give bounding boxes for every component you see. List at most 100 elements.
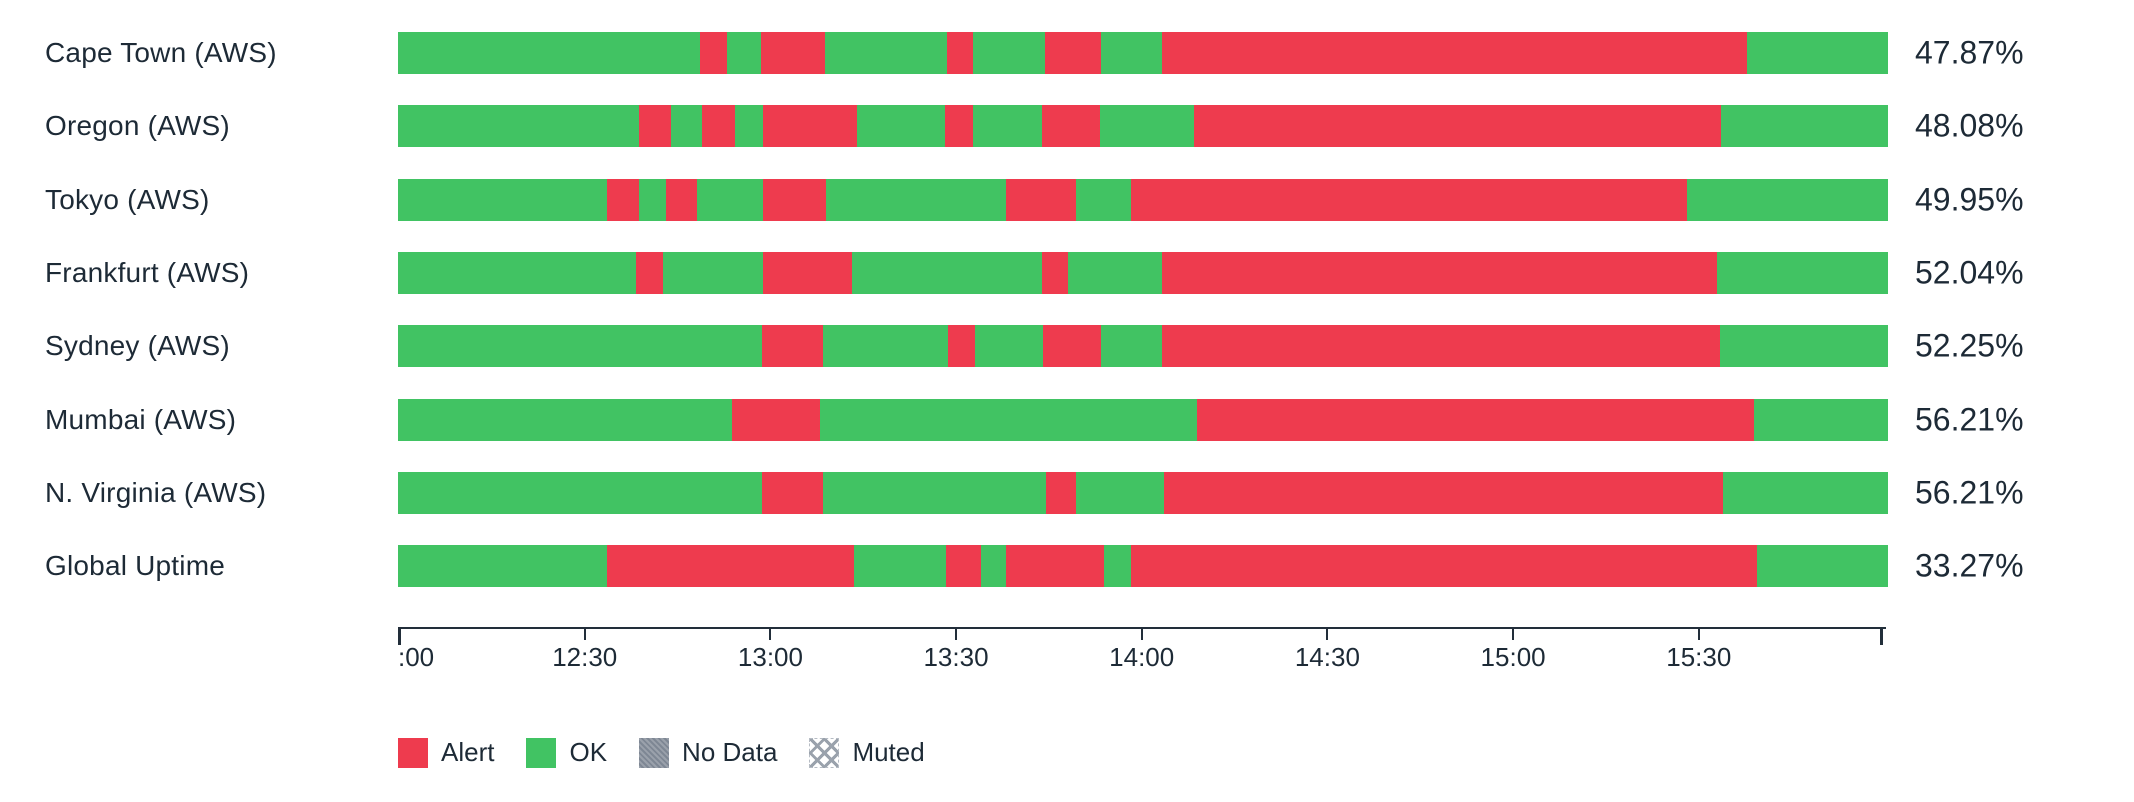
status-segment-ok[interactable] — [973, 105, 1042, 147]
axis-tick-label: 14:30 — [1294, 642, 1360, 672]
status-segment-ok[interactable] — [1104, 545, 1132, 587]
status-segment-ok[interactable] — [856, 105, 945, 147]
status-segment-ok[interactable] — [398, 472, 762, 514]
status-segment-ok[interactable] — [398, 399, 732, 441]
status-segment-alert[interactable] — [606, 545, 854, 587]
status-segment-ok[interactable] — [1686, 179, 1888, 221]
time-axis: :00 12:30 13:00 13:30 14:00 14:30 15:00 15:30 — [398, 627, 1886, 689]
status-segment-ok[interactable] — [398, 105, 640, 147]
status-segment-ok[interactable] — [819, 399, 1197, 441]
status-segment-alert[interactable] — [763, 179, 826, 221]
status-segment-ok[interactable] — [1101, 325, 1163, 367]
status-bar[interactable] — [398, 105, 1888, 147]
status-segment-alert[interactable] — [944, 105, 974, 147]
status-segment-ok[interactable] — [1722, 472, 1888, 514]
status-segment-alert[interactable] — [763, 252, 853, 294]
status-segment-alert[interactable] — [946, 545, 981, 587]
status-segment-ok[interactable] — [727, 32, 762, 74]
legend-swatch-ok-icon — [526, 737, 557, 768]
status-segment-ok[interactable] — [398, 252, 637, 294]
status-segment-alert[interactable] — [731, 399, 820, 441]
status-segment-alert[interactable] — [606, 179, 640, 221]
row-label: N. Virginia (AWS) — [45, 477, 267, 508]
status-segment-ok[interactable] — [1075, 179, 1131, 221]
status-segment-alert[interactable] — [763, 105, 857, 147]
status-bar[interactable] — [398, 472, 1888, 514]
status-segment-ok[interactable] — [824, 32, 947, 74]
legend-item-muted[interactable]: Muted — [809, 737, 925, 768]
status-bar[interactable] — [398, 32, 1888, 74]
status-segment-ok[interactable] — [1716, 252, 1888, 294]
status-segment-ok[interactable] — [697, 179, 763, 221]
uptime-percentage: 56.21% — [1915, 401, 2024, 438]
legend-label: Muted — [852, 737, 925, 767]
legend-swatch-no_data-icon — [639, 737, 670, 768]
status-segment-ok[interactable] — [1068, 252, 1163, 294]
status-segment-alert[interactable] — [1162, 325, 1720, 367]
status-segment-alert[interactable] — [1041, 105, 1100, 147]
status-bar[interactable] — [398, 252, 1888, 294]
status-segment-ok[interactable] — [1719, 325, 1888, 367]
status-segment-alert[interactable] — [1046, 472, 1076, 514]
status-segment-ok[interactable] — [1101, 32, 1162, 74]
status-segment-alert[interactable] — [946, 32, 974, 74]
status-segment-alert[interactable] — [639, 105, 671, 147]
status-segment-ok[interactable] — [398, 545, 607, 587]
status-segment-alert[interactable] — [1005, 545, 1105, 587]
status-segment-alert[interactable] — [636, 252, 664, 294]
status-segment-ok[interactable] — [1721, 105, 1888, 147]
status-segment-alert[interactable] — [761, 32, 825, 74]
legend-item-no_data[interactable]: No Data — [639, 737, 777, 768]
status-segment-alert[interactable] — [1196, 399, 1754, 441]
status-segment-alert[interactable] — [1131, 545, 1757, 587]
status-segment-ok[interactable] — [852, 252, 1042, 294]
status-segment-alert[interactable] — [761, 472, 823, 514]
status-segment-alert[interactable] — [1044, 32, 1102, 74]
status-segment-ok[interactable] — [853, 545, 947, 587]
status-segment-ok[interactable] — [974, 325, 1044, 367]
status-bar[interactable] — [398, 179, 1888, 221]
status-segment-alert[interactable] — [761, 325, 823, 367]
status-segment-alert[interactable] — [1162, 252, 1717, 294]
status-segment-ok[interactable] — [670, 105, 702, 147]
status-bar[interactable] — [398, 545, 1888, 587]
status-segment-ok[interactable] — [1756, 545, 1888, 587]
status-segment-alert[interactable] — [1005, 179, 1076, 221]
status-segment-ok[interactable] — [822, 472, 1047, 514]
status-segment-ok[interactable] — [398, 325, 762, 367]
status-segment-ok[interactable] — [398, 32, 700, 74]
status-segment-ok[interactable] — [825, 179, 1006, 221]
status-segment-alert[interactable] — [1163, 472, 1723, 514]
status-segment-ok[interactable] — [822, 325, 948, 367]
status-segment-alert[interactable] — [699, 32, 728, 74]
status-row: Oregon (AWS) 48.08% — [0, 105, 2134, 147]
axis-tick — [1697, 629, 1700, 640]
status-bar[interactable] — [398, 325, 1888, 367]
status-segment-alert[interactable] — [1161, 32, 1748, 74]
axis-end-tick — [1879, 629, 1883, 645]
status-segment-alert[interactable] — [947, 325, 975, 367]
axis-tick-label: 15:30 — [1666, 642, 1732, 672]
status-segment-alert[interactable] — [701, 105, 735, 147]
status-segment-alert[interactable] — [666, 179, 698, 221]
status-segment-alert[interactable] — [1043, 325, 1102, 367]
status-segment-ok[interactable] — [973, 32, 1045, 74]
status-segment-ok[interactable] — [639, 179, 667, 221]
status-segment-ok[interactable] — [1753, 399, 1888, 441]
status-segment-ok[interactable] — [663, 252, 764, 294]
axis-tick — [955, 629, 957, 640]
status-segment-ok[interactable] — [398, 179, 607, 221]
status-segment-alert[interactable] — [1193, 105, 1722, 147]
status-segment-ok[interactable] — [1747, 32, 1888, 74]
status-segment-ok[interactable] — [980, 545, 1006, 587]
status-segment-ok[interactable] — [1075, 472, 1164, 514]
status-segment-ok[interactable] — [734, 105, 763, 147]
status-segment-alert[interactable] — [1131, 179, 1687, 221]
status-segment-ok[interactable] — [1099, 105, 1194, 147]
legend-item-ok[interactable]: OK — [526, 737, 607, 768]
row-label: Frankfurt (AWS) — [45, 257, 250, 288]
legend-item-alert[interactable]: Alert — [398, 737, 494, 768]
status-segment-alert[interactable] — [1041, 252, 1069, 294]
status-bar[interactable] — [398, 399, 1888, 441]
uptime-percentage: 33.27% — [1915, 547, 2024, 584]
